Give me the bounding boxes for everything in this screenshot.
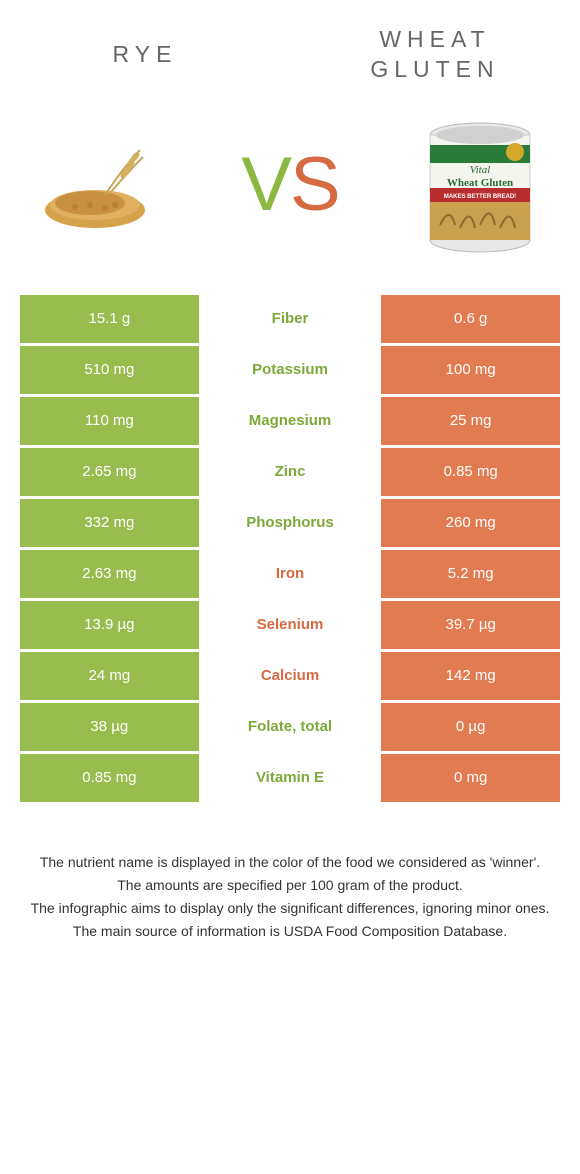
nutrient-label-cell: Magnesium <box>201 397 380 445</box>
rye-icon <box>35 135 165 235</box>
right-value-cell: 0.85 mg <box>381 448 560 496</box>
footnote-line: The nutrient name is displayed in the co… <box>30 852 550 873</box>
table-row: 2.63 mgIron5.2 mg <box>20 550 560 598</box>
left-food-title: RYE <box>20 40 270 70</box>
vs-s-letter: S <box>290 141 339 228</box>
left-value-cell: 0.85 mg <box>20 754 199 802</box>
table-row: 0.85 mgVitamin E0 mg <box>20 754 560 802</box>
table-row: 510 mgPotassium100 mg <box>20 346 560 394</box>
right-value-cell: 260 mg <box>381 499 560 547</box>
left-value-cell: 15.1 g <box>20 295 199 343</box>
nutrient-label-cell: Phosphorus <box>201 499 380 547</box>
comparison-table: 15.1 gFiber0.6 g510 mgPotassium100 mg110… <box>20 295 560 802</box>
nutrient-label-cell: Fiber <box>201 295 380 343</box>
can-main-text: Wheat Gluten <box>447 177 513 189</box>
images-row: VS Vital Wheat Gluten MAKES BETTER BREAD… <box>20 115 560 255</box>
can-top-text: Vital <box>470 164 491 176</box>
header-row: RYE WHEAT GLUTEN <box>20 25 560 85</box>
vs-label: VS <box>241 141 338 228</box>
table-row: 2.65 mgZinc0.85 mg <box>20 448 560 496</box>
right-value-cell: 5.2 mg <box>381 550 560 598</box>
left-value-cell: 2.65 mg <box>20 448 199 496</box>
footnotes-block: The nutrient name is displayed in the co… <box>20 852 560 942</box>
nutrient-label-cell: Zinc <box>201 448 380 496</box>
wheat-gluten-can-icon: Vital Wheat Gluten MAKES BETTER BREAD! <box>415 110 545 260</box>
nutrient-label-cell: Selenium <box>201 601 380 649</box>
left-value-cell: 2.63 mg <box>20 550 199 598</box>
nutrient-label-cell: Calcium <box>201 652 380 700</box>
table-row: 332 mgPhosphorus260 mg <box>20 499 560 547</box>
table-row: 15.1 gFiber0.6 g <box>20 295 560 343</box>
rye-image <box>30 115 170 255</box>
table-row: 110 mgMagnesium25 mg <box>20 397 560 445</box>
left-value-cell: 110 mg <box>20 397 199 445</box>
left-value-cell: 332 mg <box>20 499 199 547</box>
footnote-line: The amounts are specified per 100 gram o… <box>30 875 550 896</box>
left-value-cell: 24 mg <box>20 652 199 700</box>
table-row: 24 mgCalcium142 mg <box>20 652 560 700</box>
right-value-cell: 39.7 µg <box>381 601 560 649</box>
left-value-cell: 38 µg <box>20 703 199 751</box>
right-value-cell: 0.6 g <box>381 295 560 343</box>
right-value-cell: 25 mg <box>381 397 560 445</box>
nutrient-label-cell: Folate, total <box>201 703 380 751</box>
table-row: 13.9 µgSelenium39.7 µg <box>20 601 560 649</box>
right-value-cell: 0 µg <box>381 703 560 751</box>
wheat-gluten-image: Vital Wheat Gluten MAKES BETTER BREAD! <box>410 115 550 255</box>
left-value-cell: 510 mg <box>20 346 199 394</box>
nutrient-label-cell: Potassium <box>201 346 380 394</box>
can-banner-text: MAKES BETTER BREAD! <box>444 194 516 200</box>
footnote-line: The main source of information is USDA F… <box>30 921 550 942</box>
right-food-title: WHEAT GLUTEN <box>310 25 560 85</box>
table-row: 38 µgFolate, total0 µg <box>20 703 560 751</box>
nutrient-label-cell: Vitamin E <box>201 754 380 802</box>
nutrient-label-cell: Iron <box>201 550 380 598</box>
vs-v-letter: V <box>241 141 290 228</box>
right-value-cell: 100 mg <box>381 346 560 394</box>
footnote-line: The infographic aims to display only the… <box>30 898 550 919</box>
left-value-cell: 13.9 µg <box>20 601 199 649</box>
right-value-cell: 142 mg <box>381 652 560 700</box>
infographic-container: RYE WHEAT GLUTEN VS <box>0 0 580 969</box>
right-value-cell: 0 mg <box>381 754 560 802</box>
